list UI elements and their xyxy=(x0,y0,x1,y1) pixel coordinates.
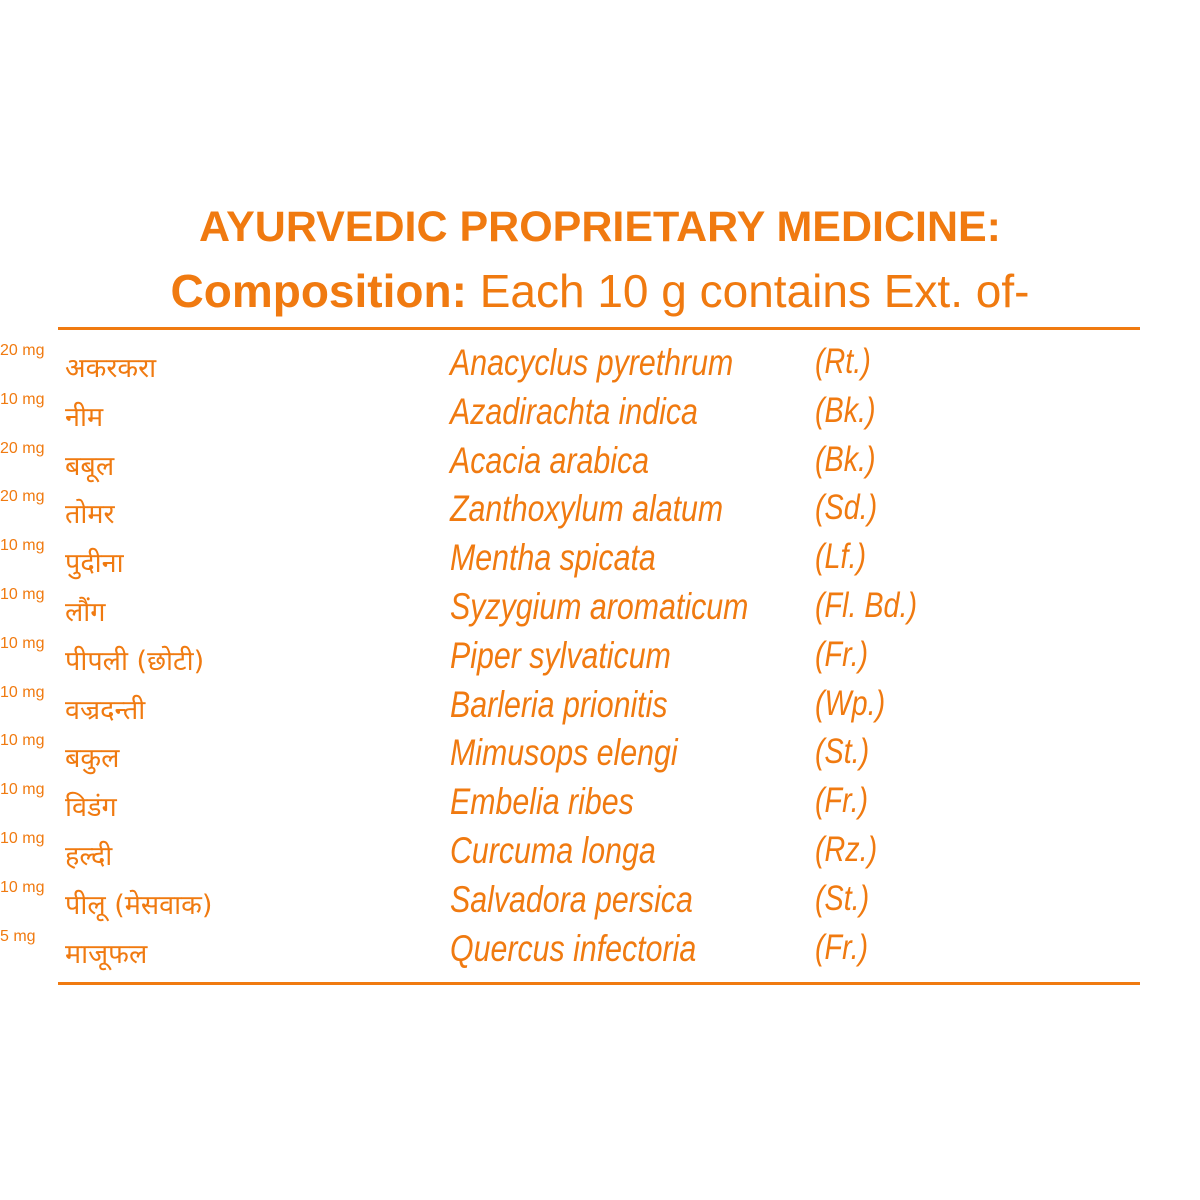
ingredient-row: वज्रदन्ती Barleria prionitis (Wp.) 10 mg xyxy=(0,684,1200,732)
ingredient-plant-part: (Wp.) xyxy=(815,683,886,723)
ingredient-row: पीपली (छोटी) Piper sylvaticum (Fr.) 10 mg xyxy=(0,635,1200,683)
ingredient-amount: 10 mg xyxy=(0,781,45,799)
ingredient-row: नीम Azadirachta indica (Bk.) 10 mg xyxy=(0,391,1200,439)
ingredient-plant-part: (St.) xyxy=(815,878,870,918)
ingredient-row: माजूफल Quercus infectoria (Fr.) 5 mg xyxy=(0,928,1200,976)
ingredient-amount: 20 mg xyxy=(0,488,45,506)
ingredient-hindi-name: विडंग xyxy=(65,792,117,824)
ingredient-amount: 10 mg xyxy=(0,537,45,555)
ingredient-row: अकरकरा Anacyclus pyrethrum (Rt.) 20 mg xyxy=(0,342,1200,390)
ingredient-row: लौंग Syzygium aromaticum (Fl. Bd.) 10 mg xyxy=(0,586,1200,634)
ingredient-hindi-name: बबूल xyxy=(65,450,115,482)
ingredient-hindi-name: माजूफल xyxy=(65,938,148,970)
ingredient-amount: 10 mg xyxy=(0,878,45,896)
composition-text: Each 10 g contains Ext. of- xyxy=(466,265,1030,317)
ingredient-botanical-name: Curcuma longa xyxy=(450,830,656,871)
ingredient-plant-part: (Lf.) xyxy=(815,537,867,577)
ingredient-botanical-name: Embelia ribes xyxy=(450,781,634,823)
ingredient-amount: 10 mg xyxy=(0,586,45,603)
ingredient-amount: 10 mg xyxy=(0,732,45,750)
ingredient-amount: 10 mg xyxy=(0,683,45,701)
ingredient-row: बकुल Mimusops elengi (St.) 10 mg xyxy=(0,732,1200,780)
ingredient-botanical-name: Mimusops elengi xyxy=(450,732,678,774)
ingredient-amount: 10 mg xyxy=(0,634,45,652)
ingredient-hindi-name: लौंग xyxy=(65,597,106,628)
ingredient-hindi-name: नीम xyxy=(65,401,104,433)
ingredient-botanical-name: Piper sylvaticum xyxy=(450,634,671,676)
ingredient-row: विडंग Embelia ribes (Fr.) 10 mg xyxy=(0,781,1200,829)
ingredient-hindi-name: अकरकरा xyxy=(65,353,157,384)
ingredient-row: तोमर Zanthoxylum alatum (Sd.) 20 mg xyxy=(0,488,1200,536)
ingredient-plant-part: (Fr.) xyxy=(815,781,869,821)
ingredient-hindi-name: पीपली (छोटी) xyxy=(65,645,205,677)
ingredient-hindi-name: वज्रदन्ती xyxy=(65,694,146,726)
ingredient-hindi-name: पीलू (मेसवाक) xyxy=(65,889,213,921)
ingredient-hindi-name: बकुल xyxy=(65,743,120,775)
ingredient-hindi-name: तोमर xyxy=(65,499,115,531)
ingredient-hindi-name: हल्दी xyxy=(65,841,113,872)
ingredient-botanical-name: Syzygium aromaticum xyxy=(450,586,749,627)
ingredient-plant-part: (Fr.) xyxy=(815,634,869,674)
ingredient-amount: 20 mg xyxy=(0,439,45,457)
ingredient-botanical-name: Azadirachta indica xyxy=(450,390,698,432)
ingredient-amount: 10 mg xyxy=(0,390,45,408)
ingredient-amount: 5 mg xyxy=(0,927,36,945)
ingredient-amount: 20 mg xyxy=(0,342,45,359)
label-title: AYURVEDIC PROPRIETARY MEDICINE: xyxy=(198,203,1001,251)
top-divider xyxy=(58,327,1140,330)
ingredient-row: हल्दी Curcuma longa (Rz.) 10 mg xyxy=(0,830,1200,878)
ingredient-plant-part: (Rt.) xyxy=(815,342,871,381)
composition-line: Composition: Each 10 g contains Ext. of- xyxy=(0,264,1200,318)
ingredient-plant-part: (Fl. Bd.) xyxy=(815,586,918,625)
ingredient-plant-part: (Sd.) xyxy=(815,488,878,528)
ingredient-hindi-name: पुदीना xyxy=(65,548,124,580)
ingredient-botanical-name: Quercus infectoria xyxy=(450,927,697,969)
ingredient-botanical-name: Acacia arabica xyxy=(450,439,650,481)
ingredient-row: पीलू (मेसवाक) Salvadora persica (St.) 10 mg xyxy=(0,879,1200,927)
ingredient-amount: 10 mg xyxy=(0,830,45,847)
ingredient-plant-part: (Fr.) xyxy=(815,927,869,967)
ingredient-plant-part: (Bk.) xyxy=(815,390,876,430)
ingredient-botanical-name: Anacyclus pyrethrum xyxy=(450,342,734,383)
ingredient-plant-part: (Rz.) xyxy=(815,830,878,869)
ingredient-botanical-name: Mentha spicata xyxy=(450,537,656,579)
ingredient-botanical-name: Barleria prionitis xyxy=(450,683,668,725)
ingredient-plant-part: (Bk.) xyxy=(815,439,876,479)
ingredient-row: बबूल Acacia arabica (Bk.) 20 mg xyxy=(0,440,1200,488)
composition-label: Composition: xyxy=(170,265,467,317)
ingredient-row: पुदीना Mentha spicata (Lf.) 10 mg xyxy=(0,537,1200,585)
ingredient-botanical-name: Zanthoxylum alatum xyxy=(450,488,724,530)
bottom-divider xyxy=(58,982,1140,985)
ingredient-plant-part: (St.) xyxy=(815,732,870,772)
ingredient-botanical-name: Salvadora persica xyxy=(450,878,693,920)
